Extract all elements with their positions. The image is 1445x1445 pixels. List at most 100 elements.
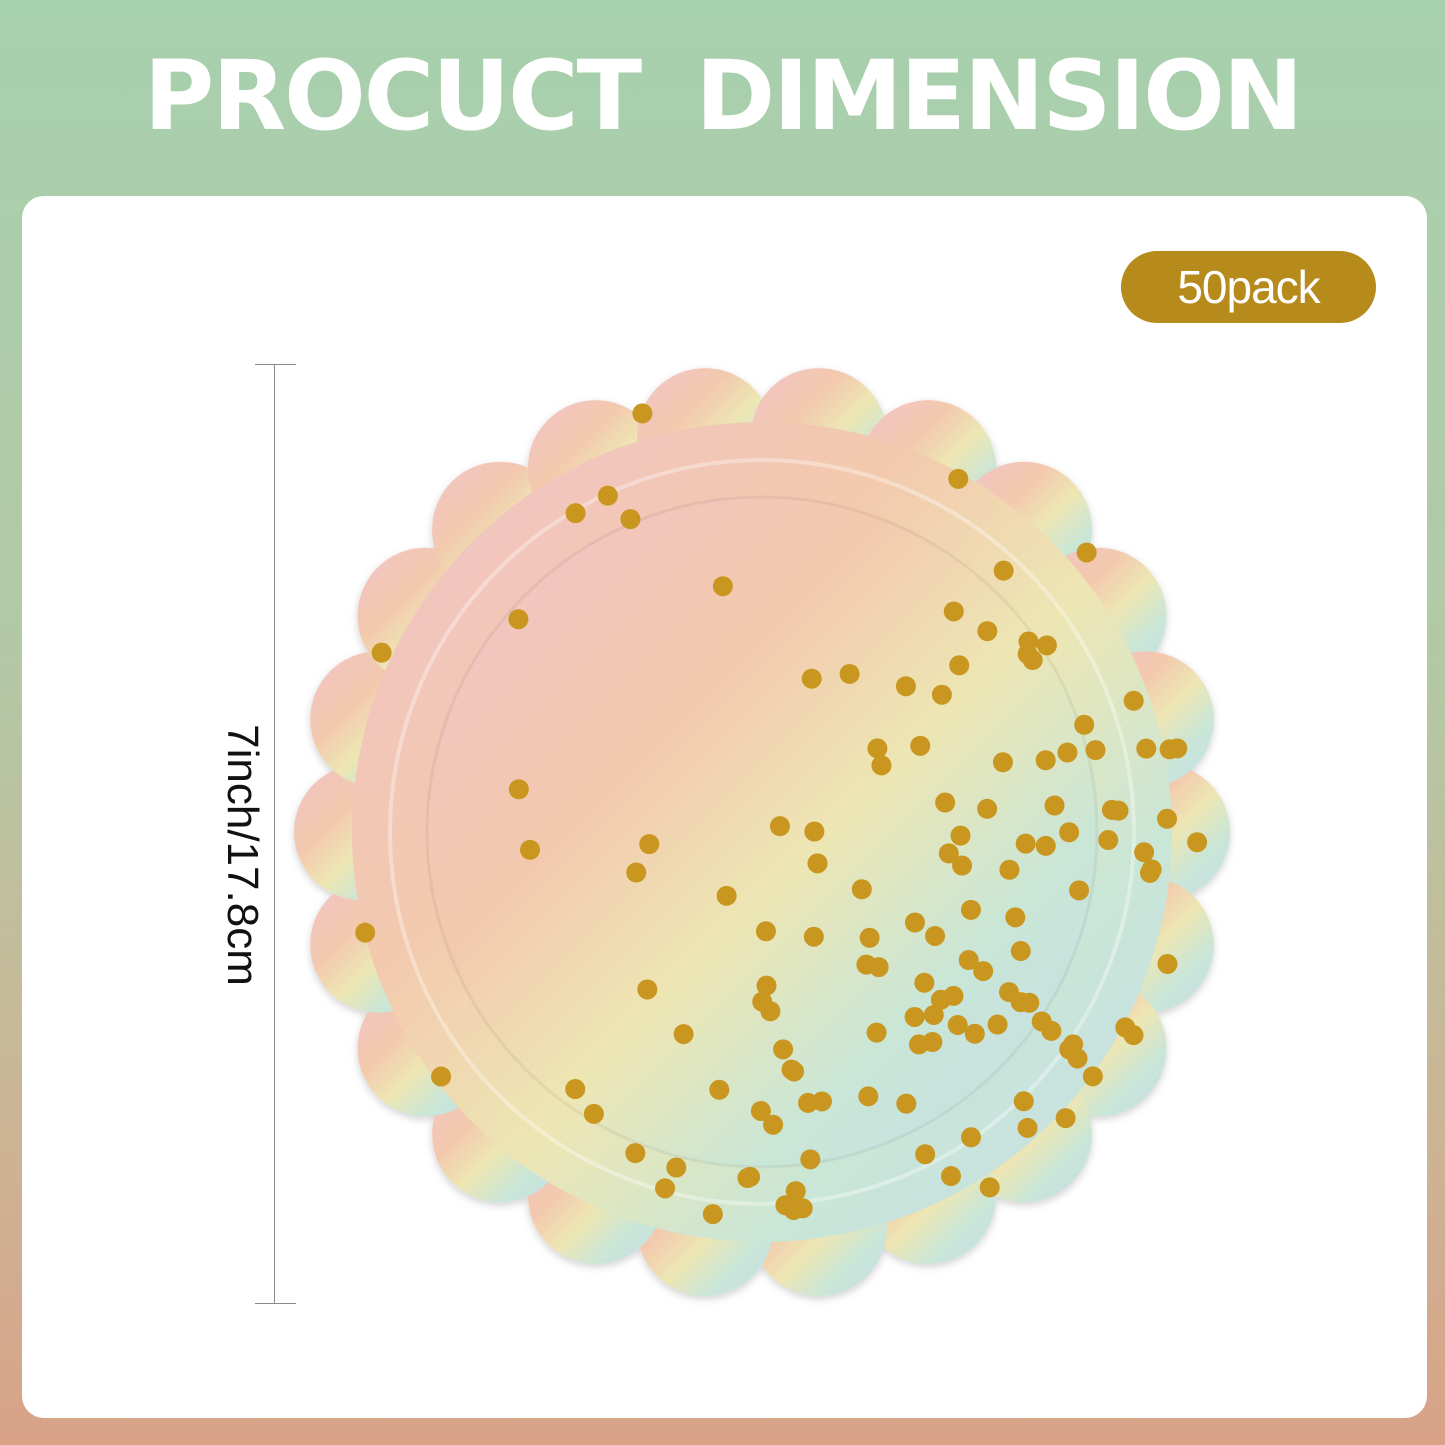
gold-dot <box>950 825 971 846</box>
page-title: PROCUCT DIMENSION <box>143 40 1303 152</box>
gold-dot <box>632 403 653 424</box>
gold-dot <box>1074 714 1095 735</box>
gold-dot <box>914 972 935 993</box>
gold-dot <box>1035 835 1056 856</box>
gold-dot <box>923 1004 944 1025</box>
gold-dot <box>910 735 931 756</box>
gold-dot <box>895 676 916 697</box>
gold-dot <box>1159 739 1180 760</box>
gold-dot <box>987 1014 1008 1035</box>
gold-dot <box>866 1022 887 1043</box>
gold-dot <box>839 663 860 684</box>
gold-dot <box>792 1198 813 1219</box>
gold-dot <box>565 1079 586 1100</box>
gold-dot <box>1059 822 1080 843</box>
gold-dot <box>431 1066 452 1087</box>
gold-dot <box>716 885 737 906</box>
gold-dot <box>1123 690 1144 711</box>
gold-dot <box>666 1157 687 1178</box>
gold-dot <box>784 1061 805 1082</box>
gold-dots <box>355 403 1208 1225</box>
gold-dot <box>935 792 956 813</box>
gold-dot <box>804 821 825 842</box>
gold-dot <box>702 1204 723 1225</box>
gold-dot <box>1035 750 1056 771</box>
dimension-tick-bottom <box>255 1303 296 1304</box>
gold-dot <box>952 855 973 876</box>
gold-dot <box>1082 1066 1103 1087</box>
gold-dot <box>1010 941 1031 962</box>
gold-dot <box>904 912 925 933</box>
dimension-line <box>274 364 275 1304</box>
gold-dot <box>655 1178 676 1199</box>
gold-dot <box>867 738 888 759</box>
gold-dot <box>1055 1108 1076 1129</box>
gold-dot <box>712 576 733 597</box>
gold-dot <box>1041 1020 1062 1041</box>
gold-dot <box>763 1114 784 1135</box>
gold-dot <box>1057 742 1078 763</box>
gold-dot <box>755 921 776 942</box>
gold-dot <box>1157 808 1178 829</box>
gold-dot <box>800 1149 821 1170</box>
gold-dot <box>947 1014 968 1035</box>
gold-dot <box>915 1144 936 1165</box>
gold-dot <box>1134 842 1155 863</box>
gold-dot <box>737 1168 758 1189</box>
gold-dot <box>1123 1025 1144 1046</box>
gold-dot <box>709 1079 730 1100</box>
gold-dot <box>1085 740 1106 761</box>
gold-dot <box>851 879 872 900</box>
gold-dot <box>948 468 969 489</box>
gold-dot <box>858 1086 879 1107</box>
gold-dot <box>949 655 970 676</box>
gold-dot <box>756 975 777 996</box>
gold-dot <box>943 601 964 622</box>
gold-dot <box>925 925 946 946</box>
gold-dot <box>1022 650 1043 671</box>
gold-dot <box>565 503 586 524</box>
gold-dot <box>1157 953 1178 974</box>
gold-dot <box>1010 992 1031 1013</box>
gold-dot <box>1036 635 1057 656</box>
gold-dot <box>773 1039 794 1060</box>
gold-dot <box>1187 832 1208 853</box>
gold-dot <box>1069 880 1090 901</box>
gold-dot <box>1017 1117 1038 1138</box>
gold-dot <box>625 1143 646 1164</box>
gold-dot <box>769 816 790 837</box>
gold-dot <box>958 950 979 971</box>
gold-dot <box>801 668 822 689</box>
gold-dot <box>520 839 541 860</box>
gold-dot <box>1013 1091 1034 1112</box>
gold-dot <box>620 509 641 530</box>
gold-dot <box>785 1181 806 1202</box>
gold-dot <box>752 991 773 1012</box>
gold-dot <box>979 1177 1000 1198</box>
gold-dot <box>1141 859 1162 880</box>
gold-dot <box>856 954 877 975</box>
gold-dot <box>371 642 392 663</box>
gold-dot <box>1067 1048 1088 1069</box>
gold-dot <box>775 1195 796 1216</box>
gold-dot <box>1108 800 1129 821</box>
gold-dot <box>871 755 892 776</box>
gold-dot <box>908 1034 929 1055</box>
gold-dot <box>930 989 951 1010</box>
gold-dot <box>807 853 828 874</box>
plate-rim-ridge <box>388 458 1136 1206</box>
gold-dot <box>1005 907 1026 928</box>
gold-dot <box>1015 833 1036 854</box>
gold-dot <box>637 979 658 1000</box>
gold-dot <box>1136 738 1157 759</box>
gold-dot <box>904 1006 925 1027</box>
gold-dot <box>973 961 994 982</box>
gold-dot <box>583 1103 604 1124</box>
gold-dot <box>798 1092 819 1113</box>
gold-dot <box>1076 542 1097 563</box>
gold-dot <box>803 926 824 947</box>
gold-dot <box>999 859 1020 880</box>
gold-dot <box>859 927 880 948</box>
dimension-tick-top <box>255 364 296 365</box>
gold-dot <box>1018 631 1039 652</box>
